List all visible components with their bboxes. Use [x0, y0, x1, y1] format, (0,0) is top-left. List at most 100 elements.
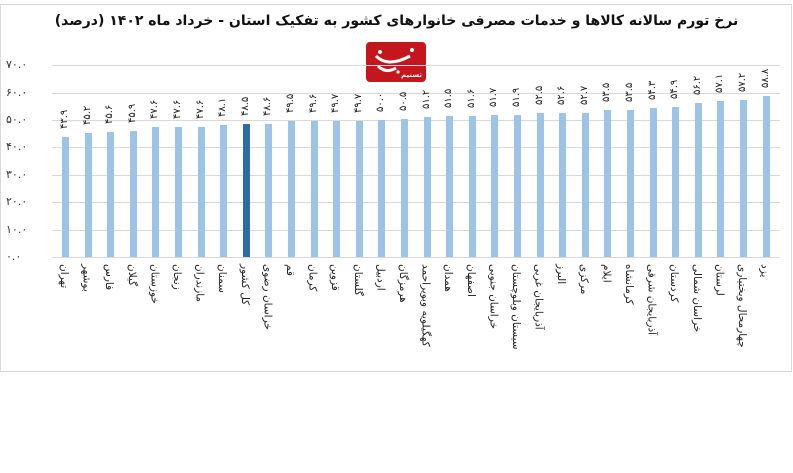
x-category-label: خوزستان	[148, 264, 161, 304]
bar	[175, 126, 182, 257]
bar-value-label: ۵۰.۰	[375, 92, 387, 112]
bar	[446, 115, 454, 257]
bar-value-label: ۵۷.۲	[737, 72, 748, 93]
x-category-label: سیستان وبلوچستان	[510, 264, 522, 350]
x-category-label: لرستان	[713, 264, 726, 296]
bar-value-label: ۵۲.۵	[533, 85, 545, 106]
gridline	[52, 92, 780, 94]
y-tick-label: ۵۰.۰	[6, 113, 28, 126]
y-tick-label: ۰.۰	[6, 250, 22, 263]
bar-value-label: ۵۱.۵	[443, 88, 455, 108]
bar	[491, 115, 499, 257]
bar	[536, 113, 544, 257]
y-tick-label: ۷۰.۰	[6, 58, 28, 72]
x-category-label: سمنان	[216, 264, 229, 293]
x-category-label: اصفهان	[464, 264, 477, 297]
chart-title: نرخ تورم سالانه کالاها و خدمات مصرفی خان…	[54, 13, 739, 29]
bar	[333, 120, 341, 257]
bar	[220, 125, 228, 257]
x-category-label: خراسان جنوبی	[487, 264, 500, 330]
bar	[129, 131, 137, 257]
bar-value-label: ۵۶.۲	[691, 75, 703, 95]
bar	[514, 114, 521, 257]
bar-value-label: ۴۵.۹	[126, 103, 138, 124]
y-tick-label: ۱۰.۰	[6, 222, 28, 236]
gridline	[52, 229, 780, 231]
gridline	[52, 174, 780, 176]
y-tick-label: ۳۰.۰	[6, 167, 28, 181]
x-category-label: فارس	[103, 264, 116, 291]
bar	[84, 133, 92, 257]
bar-value-label: ۵۴.۹	[669, 79, 681, 99]
bar	[62, 136, 69, 257]
bar	[740, 100, 747, 257]
x-category-label: همدان	[442, 264, 455, 292]
x-category-label: گلستان	[351, 264, 364, 296]
x-category-label: اردبیل	[374, 264, 387, 291]
bar	[581, 112, 589, 257]
bar	[649, 108, 657, 257]
bar-value-label: ۵۰.۵	[398, 91, 409, 111]
bar-value-label: ۵۱.۲	[420, 89, 432, 109]
logo-text: تسنیم	[401, 71, 422, 79]
x-category-label: چهارمحال وبختیاری	[736, 264, 748, 348]
x-category-label: زنجان	[171, 264, 183, 290]
x-category-label: کردستان	[668, 264, 681, 303]
bar	[694, 103, 702, 257]
y-tick-label: ۶۰.۰	[6, 85, 28, 99]
x-category-label: آذربایجان شرقی	[645, 264, 658, 336]
x-category-label: هرمزگان	[397, 264, 409, 303]
gridline	[52, 202, 780, 204]
bar-value-label: ۵۱.۶	[465, 88, 477, 108]
bar	[242, 124, 250, 257]
bar	[310, 121, 318, 257]
bar-value-label: ۴۷.۶	[149, 99, 161, 119]
y-tick-label: ۴۰.۰	[6, 140, 28, 154]
bar-value-label: ۴۷.۶	[194, 99, 206, 119]
bar-value-label: ۵۳.۵	[624, 83, 635, 103]
bar-value-label: ۵۴.۳	[646, 80, 658, 101]
bar-value-label: ۵۱.۷	[488, 88, 500, 108]
bar	[423, 116, 431, 257]
x-category-label: مرکزی	[577, 264, 590, 295]
bar-value-label: ۴۹.۵	[285, 94, 296, 114]
gridline	[52, 147, 780, 149]
bar-value-label: ۴۵.۶	[104, 104, 116, 125]
bar-value-label: ۴۸.۵	[239, 96, 251, 117]
bar	[107, 132, 115, 257]
bar-value-label: ۵۲.۶	[556, 85, 568, 105]
bar	[355, 120, 363, 257]
x-category-label: کرمانشاه	[623, 264, 635, 305]
bar-value-label: ۴۳.۹	[59, 109, 70, 129]
bar	[672, 106, 680, 257]
y-tick-label: ۲۰.۰	[6, 195, 28, 209]
x-category-label: قزوین	[329, 264, 342, 291]
bar	[717, 100, 725, 257]
x-category-label: بوشهر	[80, 264, 93, 292]
gridline	[52, 65, 780, 67]
x-category-label: خراسان شمالی	[690, 264, 703, 333]
gridline	[52, 120, 780, 121]
x-category-label: مازندران	[193, 264, 206, 303]
tasnim-logo-icon: تسنیم	[366, 42, 426, 82]
x-category-label: یزد	[758, 264, 771, 278]
x-category-label: ایلام	[600, 264, 613, 283]
bar	[152, 126, 160, 257]
bar-value-label: ۴۷.۶	[172, 99, 183, 119]
x-category-label: البرز	[555, 264, 568, 285]
bar	[288, 121, 295, 257]
bar	[604, 110, 612, 257]
bar-value-label: ۵۸.۸	[759, 68, 771, 88]
bar	[559, 112, 567, 257]
x-category-label: قم	[284, 264, 296, 277]
x-category-label: کرمان	[306, 264, 319, 292]
x-category-label: آذربایجان غربی	[532, 264, 545, 330]
bar-value-label: ۴۹.۷	[352, 93, 364, 113]
bar	[378, 120, 386, 257]
x-category-label: کل کشور	[238, 264, 251, 306]
x-category-label: خراسان رضوی	[261, 264, 274, 330]
bar-value-label: ۵۲.۷	[578, 85, 590, 105]
gridline	[52, 257, 780, 258]
bar	[627, 110, 634, 257]
bar-value-label: ۴۹.۷	[330, 93, 342, 113]
